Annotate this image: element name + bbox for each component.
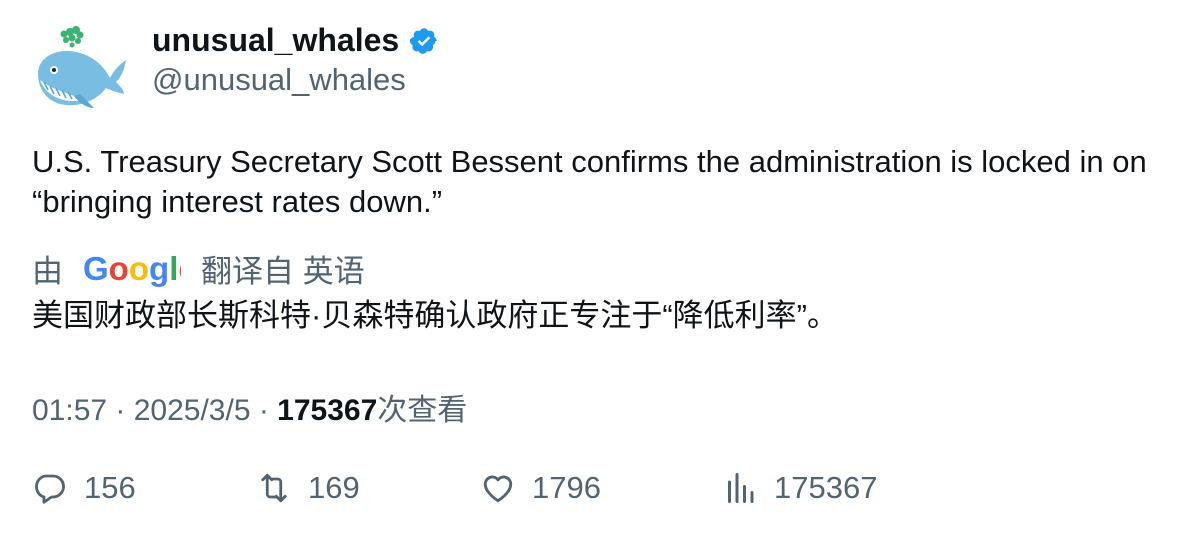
like-count: 1796 xyxy=(532,470,601,505)
reply-count: 156 xyxy=(84,470,136,505)
like-button[interactable]: 1796 xyxy=(480,470,601,506)
retweet-icon xyxy=(261,473,287,503)
retweet-count: 169 xyxy=(308,470,360,505)
reply-button[interactable]: 156 xyxy=(32,470,136,506)
tweet-text: U.S. Treasury Secretary Scott Bessent co… xyxy=(32,144,1147,219)
avatar[interactable] xyxy=(30,24,130,114)
author-handle[interactable]: @unusual_whales xyxy=(152,62,406,97)
views-action-count: 175367 xyxy=(774,470,878,505)
tweet-timestamp[interactable]: 01:57 · 2025/3/5 · xyxy=(32,394,278,427)
heart-icon xyxy=(483,475,513,503)
views-label: 次查看 xyxy=(377,394,468,427)
google-logo-icon: Google xyxy=(83,250,181,287)
whale-avatar-icon xyxy=(38,26,126,108)
views-count: 175367 xyxy=(277,394,378,427)
translation-prefix: 由 xyxy=(32,254,63,289)
translation-suffix[interactable]: 翻译自 英语 xyxy=(201,254,365,289)
verified-badge-icon[interactable] xyxy=(409,26,439,56)
display-name-text[interactable]: unusual_whales xyxy=(152,22,400,58)
translated-text: 美国财政部长斯科特·贝森特确认政府正专注于“降低利率”。 xyxy=(32,298,838,333)
action-bar: 156 169 1796 175367 xyxy=(32,470,1172,514)
tweet-meta: 01:57 · 2025/3/5 · 175367次查看 xyxy=(32,385,467,429)
reply-icon xyxy=(35,474,65,504)
bar-chart-icon xyxy=(728,473,754,503)
views-button[interactable]: 175367 xyxy=(722,470,877,506)
translation-attribution: 由 Google 翻译自 英语 xyxy=(32,246,365,291)
retweet-button[interactable]: 169 xyxy=(256,470,360,506)
svg-text:Google: Google xyxy=(83,250,181,287)
author-display-name[interactable]: unusual_whales xyxy=(152,22,439,59)
